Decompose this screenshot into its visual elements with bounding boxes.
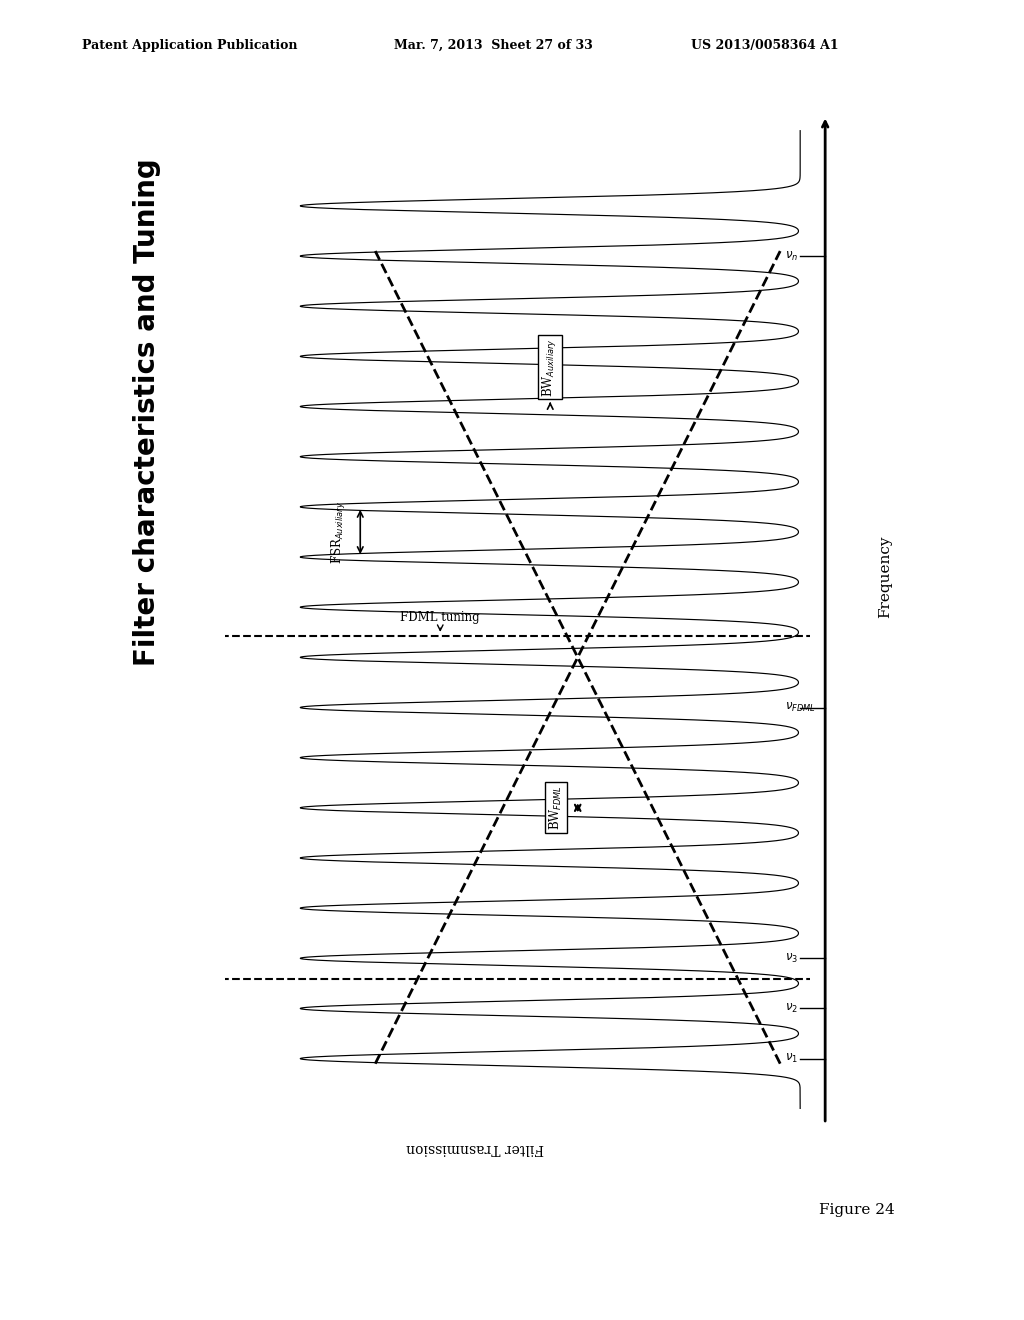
Text: BW$_{Auxiliary}$: BW$_{Auxiliary}$ <box>542 338 559 396</box>
Text: $\nu_3$: $\nu_3$ <box>785 952 799 965</box>
Text: $\nu_1$: $\nu_1$ <box>785 1052 799 1065</box>
Text: FDML tuning: FDML tuning <box>400 611 480 624</box>
Text: $\nu_{FDML}$: $\nu_{FDML}$ <box>785 701 816 714</box>
Text: Mar. 7, 2013  Sheet 27 of 33: Mar. 7, 2013 Sheet 27 of 33 <box>394 38 593 51</box>
Text: US 2013/0058364 A1: US 2013/0058364 A1 <box>691 38 839 51</box>
Text: Figure 24: Figure 24 <box>819 1204 895 1217</box>
Text: Filter Trasnmission: Filter Trasnmission <box>407 1142 544 1155</box>
Text: $\nu_2$: $\nu_2$ <box>785 1002 798 1015</box>
Text: Patent Application Publication: Patent Application Publication <box>82 38 297 51</box>
Text: BW$_{FDML}$: BW$_{FDML}$ <box>548 785 564 830</box>
Text: Frequency: Frequency <box>879 536 892 618</box>
Text: Filter characteristics and Tuning: Filter characteristics and Tuning <box>133 158 161 667</box>
Text: FSR$_{Auxiliary}$: FSR$_{Auxiliary}$ <box>331 500 348 564</box>
Text: $\nu_n$: $\nu_n$ <box>785 249 799 263</box>
